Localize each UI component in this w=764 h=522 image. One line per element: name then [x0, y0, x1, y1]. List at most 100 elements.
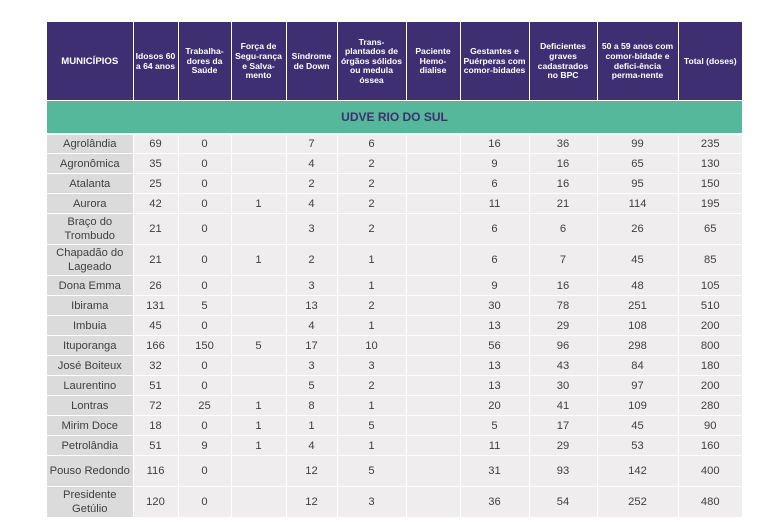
- cell-gestantes: 6: [460, 213, 530, 245]
- header-row: MUNICÍPIOS Idosos 60 a 64 anos Trabalha-do…: [47, 22, 742, 101]
- cell-50-59: 114: [597, 193, 679, 214]
- cell-total: 195: [678, 193, 742, 214]
- cell-transplantados: 1: [337, 244, 407, 276]
- table-row: Chapadão do Lageado 21 0 1 2 1 6 7 45 85: [47, 244, 742, 276]
- cell-gestantes: 13: [460, 355, 530, 376]
- cell-municipio: Dona Emma: [47, 275, 134, 296]
- cell-forca-seguranca: [231, 133, 287, 154]
- cell-municipio: Laurentino: [47, 375, 134, 396]
- cell-deficientes: 54: [529, 486, 598, 518]
- cell-gestantes: 11: [460, 193, 530, 214]
- cell-forca-seguranca: [231, 275, 287, 296]
- cell-gestantes: 56: [460, 335, 530, 356]
- cell-hemodialise: [406, 173, 461, 194]
- cell-transplantados: 3: [337, 355, 407, 376]
- cell-trabalhadores: 0: [178, 213, 232, 245]
- header-50-59-comorbidade: 50 a 59 anos com comor-bidade e defici-ê…: [597, 22, 679, 101]
- cell-50-59: 109: [597, 395, 679, 416]
- cell-sindrome-down: 4: [286, 315, 338, 336]
- table-header: MUNICÍPIOS Idosos 60 a 64 anos Trabalha-do…: [47, 22, 742, 101]
- header-forca-seguranca: Força de Segu-rança e Salva-mento: [231, 22, 287, 101]
- cell-sindrome-down: 2: [286, 173, 338, 194]
- cell-idosos: 166: [133, 335, 179, 356]
- table-row: Aurora 42 0 1 4 2 11 21 114 195: [47, 193, 742, 214]
- vaccine-dose-table-container: MUNICÍPIOS Idosos 60 a 64 anos Trabalha-do…: [47, 22, 742, 518]
- cell-hemodialise: [406, 275, 461, 296]
- cell-sindrome-down: 4: [286, 435, 338, 456]
- cell-idosos: 42: [133, 193, 179, 214]
- cell-50-59: 26: [597, 213, 679, 245]
- cell-idosos: 32: [133, 355, 179, 376]
- table-row: Mirim Doce 18 0 1 1 5 5 17 45 90: [47, 415, 742, 436]
- cell-gestantes: 9: [460, 153, 530, 174]
- cell-total: 800: [678, 335, 742, 356]
- cell-50-59: 45: [597, 415, 679, 436]
- region-section: UDVE RIO DO SUL: [47, 100, 742, 135]
- cell-sindrome-down: 12: [286, 455, 338, 487]
- cell-deficientes: 43: [529, 355, 598, 376]
- cell-sindrome-down: 4: [286, 193, 338, 214]
- cell-forca-seguranca: 1: [231, 193, 287, 214]
- cell-forca-seguranca: [231, 486, 287, 518]
- cell-total: 65: [678, 213, 742, 245]
- cell-gestantes: 20: [460, 395, 530, 416]
- cell-trabalhadores: 9: [178, 435, 232, 456]
- cell-municipio: Mirim Doce: [47, 415, 134, 436]
- cell-total: 180: [678, 355, 742, 376]
- cell-gestantes: 5: [460, 415, 530, 436]
- cell-deficientes: 29: [529, 435, 598, 456]
- cell-deficientes: 21: [529, 193, 598, 214]
- cell-forca-seguranca: [231, 375, 287, 396]
- cell-gestantes: 16: [460, 133, 530, 154]
- table-row: Petrolândia 51 9 1 4 1 11 29 53 160: [47, 435, 742, 456]
- cell-deficientes: 7: [529, 244, 598, 276]
- cell-hemodialise: [406, 455, 461, 487]
- cell-forca-seguranca: [231, 315, 287, 336]
- cell-50-59: 45: [597, 244, 679, 276]
- cell-transplantados: 10: [337, 335, 407, 356]
- cell-trabalhadores: 25: [178, 395, 232, 416]
- cell-forca-seguranca: 5: [231, 335, 287, 356]
- cell-gestantes: 9: [460, 275, 530, 296]
- cell-deficientes: 16: [529, 173, 598, 194]
- cell-gestantes: 36: [460, 486, 530, 518]
- cell-total: 280: [678, 395, 742, 416]
- cell-total: 480: [678, 486, 742, 518]
- cell-50-59: 95: [597, 173, 679, 194]
- cell-municipio: Ituporanga: [47, 335, 134, 356]
- cell-deficientes: 17: [529, 415, 598, 436]
- cell-trabalhadores: 0: [178, 455, 232, 487]
- cell-municipio: Imbuia: [47, 315, 134, 336]
- cell-transplantados: 2: [337, 375, 407, 396]
- cell-deficientes: 41: [529, 395, 598, 416]
- cell-50-59: 53: [597, 435, 679, 456]
- table-row: Ituporanga 166 150 5 17 10 56 96 298 800: [47, 335, 742, 356]
- cell-trabalhadores: 0: [178, 133, 232, 154]
- region-row: UDVE RIO DO SUL: [47, 100, 742, 135]
- cell-sindrome-down: 5: [286, 375, 338, 396]
- cell-trabalhadores: 5: [178, 295, 232, 316]
- cell-forca-seguranca: 1: [231, 415, 287, 436]
- cell-idosos: 120: [133, 486, 179, 518]
- cell-idosos: 51: [133, 375, 179, 396]
- cell-municipio: Chapadão do Lageado: [47, 244, 134, 276]
- cell-50-59: 99: [597, 133, 679, 154]
- cell-municipio: Atalanta: [47, 173, 134, 194]
- cell-transplantados: 3: [337, 486, 407, 518]
- cell-hemodialise: [406, 486, 461, 518]
- cell-50-59: 251: [597, 295, 679, 316]
- cell-50-59: 142: [597, 455, 679, 487]
- cell-gestantes: 13: [460, 375, 530, 396]
- cell-municipio: Presidente Getúlio: [47, 486, 134, 518]
- cell-idosos: 25: [133, 173, 179, 194]
- table-row: Ibirama 131 5 13 2 30 78 251 510: [47, 295, 742, 316]
- cell-transplantados: 2: [337, 173, 407, 194]
- cell-gestantes: 11: [460, 435, 530, 456]
- cell-hemodialise: [406, 153, 461, 174]
- cell-forca-seguranca: [231, 153, 287, 174]
- cell-idosos: 35: [133, 153, 179, 174]
- cell-total: 200: [678, 375, 742, 396]
- cell-gestantes: 30: [460, 295, 530, 316]
- table-row: Lontras 72 25 1 8 1 20 41 109 280: [47, 395, 742, 416]
- cell-forca-seguranca: [231, 213, 287, 245]
